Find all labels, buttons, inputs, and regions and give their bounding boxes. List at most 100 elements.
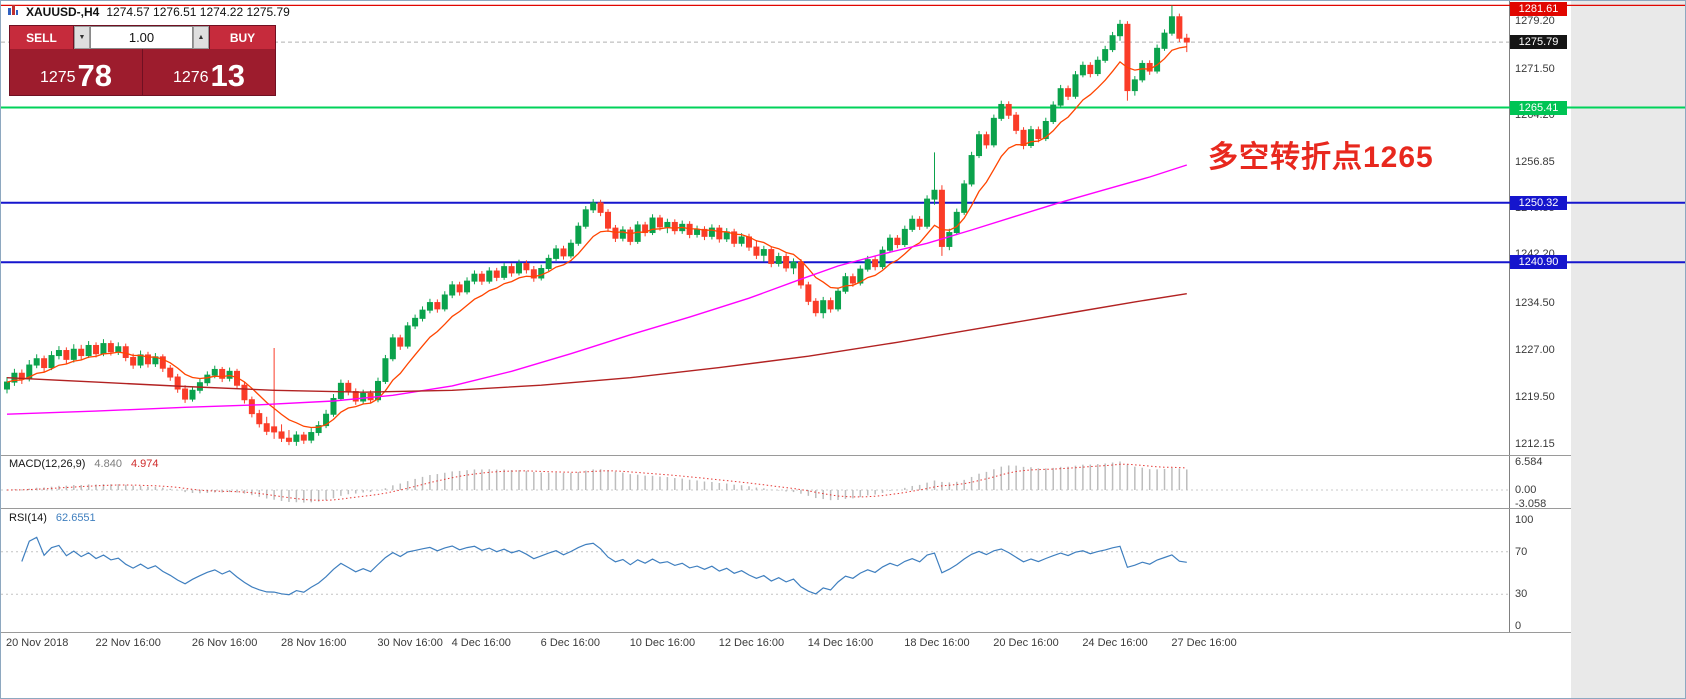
- sell-button[interactable]: SELL: [10, 26, 74, 49]
- candle: [434, 299, 441, 313]
- price-axis-label: 1212.15: [1515, 437, 1555, 450]
- candle: [412, 314, 419, 330]
- candle: [263, 416, 270, 436]
- candle: [1124, 21, 1131, 101]
- rsi-axis-label: 70: [1515, 545, 1528, 558]
- candle: [545, 254, 552, 272]
- candle: [1131, 76, 1138, 96]
- candle: [1072, 71, 1079, 99]
- macd-value-2: 4.974: [130, 458, 159, 470]
- candle: [226, 367, 233, 382]
- candlestick-series: [4, 5, 1190, 446]
- candle: [55, 346, 62, 360]
- candle: [560, 245, 567, 260]
- bid-price[interactable]: 1275 78: [10, 49, 142, 95]
- candle: [471, 270, 478, 285]
- rsi-value: 62.6551: [55, 512, 96, 524]
- candle: [946, 228, 953, 251]
- candle: [827, 297, 834, 313]
- candle: [419, 306, 426, 322]
- date-axis-label: 22 Nov 16:00: [95, 637, 161, 649]
- date-axis-label: 20 Nov 2018: [6, 637, 69, 649]
- price-tag: 1265.41: [1510, 100, 1567, 115]
- candle: [605, 209, 612, 232]
- rsi-axis-label: 30: [1515, 588, 1528, 601]
- candle: [575, 222, 582, 246]
- candle: [382, 354, 389, 384]
- candle: [976, 130, 983, 159]
- candle: [389, 334, 396, 362]
- candle: [219, 366, 226, 383]
- candle: [241, 382, 248, 404]
- macd-label: MACD(12,26,9) 4.840 4.974: [9, 458, 158, 470]
- candle: [1050, 101, 1057, 125]
- candle: [41, 355, 48, 372]
- candle: [1176, 13, 1183, 43]
- ask-price[interactable]: 1276 13: [143, 49, 275, 95]
- candle: [1057, 84, 1064, 108]
- candle: [998, 100, 1005, 121]
- price-tag: 1281.61: [1510, 2, 1567, 16]
- candle: [820, 296, 827, 319]
- down-arrow-icon: ▼: [78, 34, 86, 41]
- candle: [872, 256, 879, 271]
- up-arrow-icon: ▲: [197, 34, 205, 41]
- macd-name: MACD(12,26,9): [9, 458, 86, 470]
- candle: [478, 271, 485, 285]
- price-axis-label: 1256.85: [1515, 155, 1555, 168]
- candle: [167, 365, 174, 381]
- candle: [278, 424, 285, 443]
- candle: [1035, 126, 1042, 143]
- date-axis-label: 20 Dec 16:00: [993, 637, 1059, 649]
- candle: [1065, 85, 1072, 101]
- candle: [990, 114, 997, 148]
- rsi-line: [21, 536, 1187, 596]
- quote-divider: [142, 49, 143, 95]
- candle: [1117, 19, 1123, 41]
- candle: [1027, 125, 1034, 149]
- date-axis-label: 6 Dec 16:00: [540, 637, 600, 649]
- volume-input[interactable]: [90, 26, 193, 49]
- candle: [493, 267, 500, 282]
- candle: [590, 199, 597, 213]
- candle: [1087, 62, 1094, 78]
- candle: [931, 152, 938, 205]
- candle: [1020, 127, 1027, 150]
- candle: [775, 252, 782, 267]
- candle: [894, 235, 901, 249]
- ma-medium-line: [6, 164, 1188, 415]
- candle: [671, 219, 678, 235]
- candle: [842, 272, 849, 294]
- candle: [189, 386, 196, 402]
- candle: [159, 354, 166, 372]
- candle: [174, 373, 181, 393]
- price-axis-label: 1234.50: [1515, 296, 1555, 309]
- candle: [553, 245, 560, 261]
- quote-row: 1275 78 1276 13: [10, 49, 275, 95]
- macd-value-1: 4.840: [94, 458, 122, 470]
- buy-button[interactable]: BUY: [209, 26, 275, 49]
- ma-slow-line: [6, 293, 1187, 393]
- candle: [567, 239, 574, 259]
- chart-title: XAUUSD-,H4 1274.57 1276.51 1274.22 1275.…: [7, 4, 290, 19]
- candle: [783, 253, 790, 272]
- candle: [337, 379, 344, 401]
- candle: [122, 343, 129, 362]
- right-margin-panel: [1571, 1, 1685, 698]
- candle: [805, 281, 812, 306]
- candle: [48, 351, 55, 371]
- candle: [248, 396, 255, 418]
- candle: [63, 347, 70, 364]
- date-axis-label: 10 Dec 16:00: [629, 637, 696, 649]
- candle: [790, 258, 797, 275]
- volume-down-button[interactable]: ▼: [74, 26, 90, 49]
- candle: [1109, 31, 1116, 53]
- chart-icon: [7, 4, 19, 19]
- candle: [70, 344, 77, 363]
- candle: [1094, 56, 1101, 77]
- ask-pip-digits: 13: [210, 58, 246, 94]
- candle: [627, 226, 634, 246]
- volume-up-button[interactable]: ▲: [193, 26, 209, 49]
